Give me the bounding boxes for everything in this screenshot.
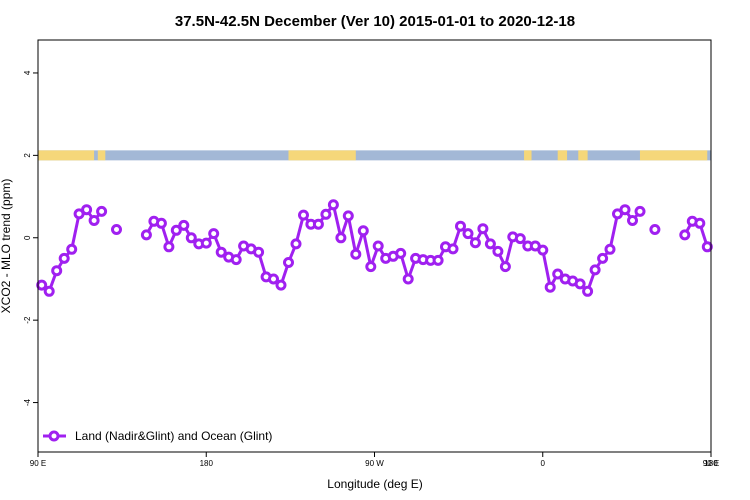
surface-strip: [38, 150, 711, 161]
data-point: [312, 218, 324, 230]
data-point: [357, 225, 369, 237]
data-point: [178, 219, 190, 231]
data-point: [200, 237, 212, 249]
data-point: [215, 246, 227, 258]
x-tick-label: 90 W: [365, 459, 384, 468]
x-tick-label: 180: [200, 459, 214, 468]
data-point: [275, 279, 287, 291]
chart-title: 37.5N-42.5N December (Ver 10) 2015-01-01…: [175, 13, 575, 30]
data-point: [155, 217, 167, 229]
data-point: [597, 252, 609, 264]
ocean-band: [38, 150, 711, 161]
data-point: [88, 215, 100, 226]
data-point: [469, 237, 481, 249]
x-tick-label: 90 E: [30, 459, 46, 468]
data-point: [51, 265, 63, 277]
data-point: [402, 273, 414, 285]
data-point: [447, 243, 459, 255]
data-point: [649, 224, 661, 235]
data-point: [36, 279, 48, 291]
land-segment: [38, 150, 95, 161]
data-point: [544, 281, 556, 293]
data-point: [268, 273, 279, 285]
data-point: [253, 246, 265, 258]
data-point: [462, 228, 474, 240]
data-point: [477, 223, 489, 235]
data-point: [604, 243, 616, 255]
data-point: [537, 244, 549, 256]
land-segment: [97, 150, 106, 161]
land-segment: [557, 150, 568, 161]
y-tick-label: 4: [23, 70, 32, 75]
data-point: [208, 228, 220, 240]
data-point: [342, 210, 354, 222]
data-point: [66, 243, 78, 255]
x-tick-label: 180: [704, 459, 718, 468]
data-point: [163, 241, 175, 253]
legend-marker: [48, 430, 60, 442]
legend: Land (Nadir&Glint) and Ocean (Glint): [43, 429, 272, 443]
x-axis-label: Longitude (deg E): [327, 477, 422, 491]
legend-entry-label: Land (Nadir&Glint) and Ocean (Glint): [75, 429, 272, 443]
data-point: [350, 248, 362, 260]
data-point: [701, 241, 713, 253]
data-point: [230, 254, 242, 266]
data-point: [484, 238, 496, 250]
y-tick-label: 2: [23, 153, 32, 158]
x-tick-label: 0: [541, 459, 546, 468]
data-point: [185, 232, 197, 244]
y-axis: -4 -2 0 2 4: [23, 70, 38, 406]
data-point: [552, 268, 564, 280]
y-tick-label: 0: [23, 235, 32, 240]
data-point: [290, 238, 302, 250]
data-point: [499, 261, 511, 273]
x-tick-label: 90 E: [703, 459, 719, 468]
data-point: [81, 204, 93, 216]
data-point: [679, 229, 691, 241]
series-layer: [36, 199, 713, 297]
data-point: [283, 257, 294, 268]
y-axis-label: XCO2 - MLO trend (ppm): [0, 179, 13, 314]
land-segment: [639, 150, 708, 161]
data-point: [335, 232, 347, 244]
data-point: [96, 205, 108, 217]
land-segment: [288, 150, 356, 161]
data-point: [320, 208, 332, 220]
data-point: [43, 285, 55, 297]
data-point: [298, 209, 309, 221]
y-tick-label: -2: [23, 316, 32, 324]
data-point: [589, 264, 601, 276]
data-point: [140, 229, 152, 241]
data-point: [170, 224, 182, 236]
data-point: [492, 245, 504, 257]
y-tick-label: -4: [23, 398, 32, 406]
data-point: [627, 215, 638, 226]
data-point: [327, 199, 339, 211]
data-point: [694, 217, 706, 229]
data-point: [372, 240, 384, 252]
data-point: [58, 252, 70, 264]
data-point: [514, 233, 526, 245]
data-point: [455, 220, 466, 232]
data-point: [619, 204, 631, 216]
data-point: [111, 224, 122, 235]
data-point: [395, 247, 407, 259]
data-point: [634, 205, 646, 217]
data-point: [582, 285, 594, 297]
data-point: [432, 254, 444, 266]
data-point: [574, 278, 586, 290]
land-segment: [578, 150, 588, 161]
land-segment: [524, 150, 532, 161]
data-point: [365, 261, 377, 273]
